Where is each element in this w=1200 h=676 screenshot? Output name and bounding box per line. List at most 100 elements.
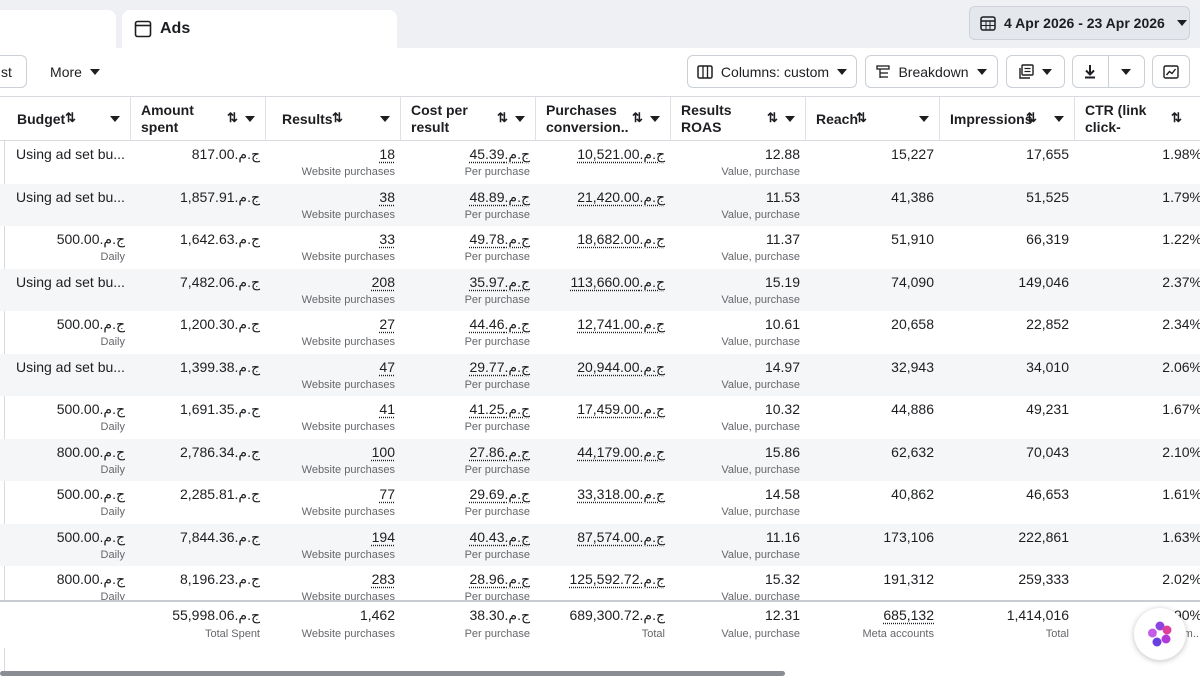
col-label: Budget [17,110,66,127]
sort-icon[interactable]: ⇅ [856,110,867,125]
chart-button[interactable] [1152,55,1190,88]
purch-value[interactable]: ج.م.12,741.00 [577,316,665,332]
table-row[interactable]: ج.م.500.00 Daily ج.م.2,285.81 77 Website pur… [0,481,1200,524]
purch-value[interactable]: ج.م.17,459.00 [577,401,665,417]
table-row[interactable]: ج.م.500.00 Daily ج.م.1,691.35 41 Website pur… [0,396,1200,439]
assistant-button[interactable] [1134,608,1186,660]
sort-icon[interactable]: ⇅ [332,110,343,125]
cpr-value[interactable]: ج.م.40.43 [469,528,530,545]
results-value[interactable]: 27 [379,316,395,332]
results-value[interactable]: 100 [371,443,395,460]
cpr-value[interactable]: ج.م.45.39 [469,146,530,162]
cell-ctr: 2.37% [1075,269,1200,311]
col-header-budget[interactable]: Budget ⇅ [5,97,131,141]
chevron-down-icon[interactable] [919,116,929,122]
table-row[interactable]: Using ad set bu... ج.م.7,482.06 208 Website… [0,268,1200,311]
roas-value: 14.58 [764,486,800,502]
chevron-down-icon[interactable] [785,116,795,122]
more-button[interactable]: More [38,55,112,88]
col-header-reach[interactable]: Reach ⇅ [806,97,940,141]
results-value[interactable]: 33 [379,231,395,247]
purch-value[interactable]: ج.م.125,592.72 [569,571,665,587]
results-sublabel: Website purchases [301,463,395,476]
col-header-cost-per-result[interactable]: Cost per result ⇅ [401,97,536,141]
cpr-value[interactable]: ج.م.35.97 [469,273,530,290]
cell-reach: 15,227 [806,141,940,183]
sort-icon[interactable]: ⇅ [227,110,238,125]
results-value[interactable]: 194 [371,528,395,545]
table-row[interactable]: ج.م.500.00 Daily ج.م.1,642.63 33 Website pur… [0,226,1200,269]
purch-value[interactable]: ج.م.21,420.00 [577,188,665,205]
budget-value: ج.م.800.00 [56,443,125,460]
breakdown-button[interactable]: Breakdown [865,55,998,88]
table-row[interactable]: ج.م.500.00 Daily ج.م.7,844.36 194 Website pu… [0,523,1200,566]
columns-button[interactable]: Columns: custom [687,55,857,88]
table-row[interactable]: Using ad set bu... ج.م.817.00 18 Website pu… [0,141,1200,184]
sort-icon[interactable]: ⇅ [497,110,508,125]
sort-icon[interactable]: ⇅ [1171,110,1182,125]
cpr-value[interactable]: ج.م.27.86 [469,443,530,460]
col-header-impressions[interactable]: Impressions ⇅ [940,97,1075,141]
tab-ads[interactable]: Ads [122,10,397,48]
results-value[interactable]: 77 [379,486,395,502]
download-button[interactable] [1073,56,1109,87]
chevron-down-icon[interactable] [110,116,120,122]
total-reach: 685,132 Meta accounts [806,602,940,644]
purch-value[interactable]: ج.م.87,574.00 [577,528,665,545]
sort-icon[interactable]: ⇅ [767,110,778,125]
col-header-purchases-conversion[interactable]: Purchases conversion... ⇅ [536,97,671,141]
cpr-value[interactable]: ج.م.28.96 [469,571,530,587]
partial-button[interactable]: st [0,55,27,88]
purch-value[interactable]: ج.م.10,521.00 [577,146,665,162]
chevron-down-icon[interactable] [650,116,660,122]
cpr-value[interactable]: ج.م.48.89 [469,188,530,205]
results-value[interactable]: 283 [371,571,395,587]
col-header-results-roas[interactable]: Results ROAS ⇅ [671,97,806,141]
chevron-down-icon[interactable] [380,116,390,122]
results-value[interactable]: 208 [371,273,395,290]
tab-previous[interactable] [0,10,116,48]
table-row[interactable]: ج.م.800.00 Daily ج.م.2,786.34 100 Website pu… [0,438,1200,481]
sort-icon[interactable]: ⇅ [632,110,643,125]
results-value[interactable]: 18 [379,146,395,162]
purch-value[interactable]: ج.م.33,318.00 [577,486,665,502]
breakdown-icon [876,64,891,78]
cell-spent: ج.م.1,399.38 [131,354,266,396]
horizontal-scrollbar[interactable] [0,671,785,676]
flower-icon [1148,621,1172,647]
results-value[interactable]: 47 [379,358,395,375]
table-row[interactable]: ج.م.500.00 Daily ج.م.1,200.30 27 Website pur… [0,311,1200,354]
purch-value[interactable]: ج.م.20,944.00 [577,358,665,375]
purch-value[interactable]: ج.م.18,682.00 [577,231,665,247]
col-header-results[interactable]: Results ⇅ [266,97,401,141]
table-row[interactable]: Using ad set bu... ج.م.1,399.38 47 Website … [0,353,1200,396]
budget-value: ج.م.800.00 [56,571,125,587]
cpr-value[interactable]: ج.م.49.78 [469,231,530,247]
table-row[interactable]: Using ad set bu... ج.م.1,857.91 38 Website … [0,183,1200,226]
sort-icon[interactable]: ⇅ [1026,110,1037,125]
cell-impr: 46,653 [940,481,1075,523]
results-value[interactable]: 41 [379,401,395,417]
results-sublabel: Website purchases [301,208,395,221]
roas-value: 11.53 [766,188,800,205]
reports-button[interactable] [1006,55,1065,88]
cpr-value[interactable]: ج.م.41.25 [469,401,530,417]
purch-value[interactable]: ج.م.113,660.00 [570,273,665,290]
chevron-down-icon[interactable] [1054,116,1064,122]
export-menu-button[interactable] [1109,56,1145,87]
cell-cpr: ج.م.48.89 Per purchase [401,184,536,226]
cpr-value[interactable]: ج.م.29.69 [469,486,530,502]
col-header-ctr[interactable]: CTR (link click-throu... ⇅ [1075,97,1200,141]
cell-reach: 20,658 [806,311,940,353]
chevron-down-icon[interactable] [515,116,525,122]
total-sublabel: Total [1045,628,1069,640]
results-value[interactable]: 38 [379,188,395,205]
col-header-amount-spent[interactable]: Amount spent ⇅ [131,97,266,141]
cell-ctr: 2.02% [1075,566,1200,608]
purch-value[interactable]: ج.م.44,179.00 [577,443,665,460]
sort-icon[interactable]: ⇅ [65,110,76,125]
chevron-down-icon[interactable] [245,116,255,122]
date-range-picker[interactable]: 4 Apr 2026 - 23 Apr 2026 [969,6,1190,40]
cpr-value[interactable]: ج.م.29.77 [469,358,530,375]
cpr-value[interactable]: ج.م.44.46 [469,316,530,332]
